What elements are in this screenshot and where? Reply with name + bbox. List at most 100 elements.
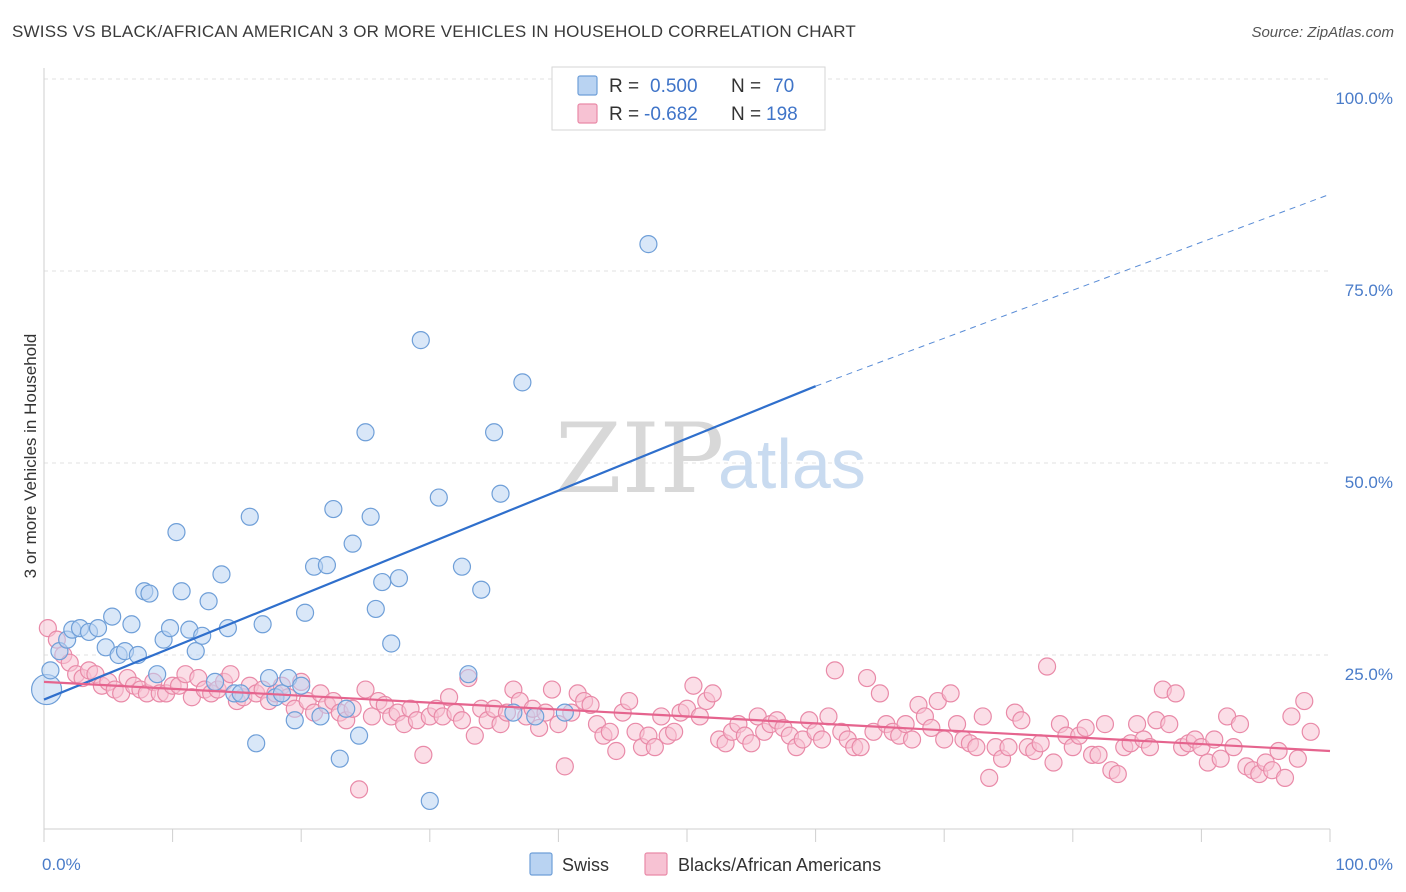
point-black bbox=[973, 707, 992, 726]
point-swiss bbox=[639, 235, 658, 254]
point-black bbox=[902, 730, 922, 749]
point-swiss bbox=[292, 676, 311, 695]
point-black bbox=[896, 715, 915, 734]
point-black bbox=[1031, 734, 1050, 753]
point-swiss bbox=[122, 615, 141, 634]
point-swiss bbox=[472, 580, 491, 599]
point-swiss bbox=[259, 668, 279, 688]
point-black bbox=[1295, 691, 1314, 711]
point-swiss bbox=[491, 484, 510, 503]
point-swiss bbox=[452, 557, 472, 576]
point-black bbox=[555, 757, 574, 776]
point-black bbox=[1095, 715, 1115, 734]
x-tick-label: 0.0% bbox=[42, 855, 81, 874]
legend-r-value-black: -0.682 bbox=[644, 104, 698, 125]
point-black bbox=[1108, 764, 1127, 784]
point-black bbox=[542, 680, 562, 699]
trend-line-swiss bbox=[43, 385, 817, 701]
point-swiss bbox=[295, 603, 315, 622]
bottom-legend-label-black: Blacks/African Americans bbox=[678, 855, 881, 875]
point-swiss bbox=[555, 703, 574, 722]
point-swiss bbox=[199, 592, 218, 611]
legend-n-value-black: 198 bbox=[766, 104, 798, 125]
legend-n-value-swiss: 70 bbox=[773, 76, 794, 97]
watermark-zip-text: ZIP bbox=[555, 403, 724, 515]
point-black bbox=[1044, 753, 1063, 772]
point-black bbox=[1160, 715, 1179, 734]
point-black bbox=[1269, 741, 1288, 761]
point-swiss bbox=[103, 607, 122, 626]
point-black bbox=[1037, 657, 1057, 676]
point-black bbox=[645, 738, 664, 757]
y-tick-labels: 25.0% 50.0% 75.0% 100.0% bbox=[1335, 89, 1393, 684]
y-tick-label: 50.0% bbox=[1345, 473, 1393, 492]
point-black bbox=[857, 668, 877, 688]
point-swiss bbox=[343, 534, 362, 553]
point-swiss bbox=[366, 599, 385, 619]
legend-n-label-swiss: N = bbox=[731, 76, 761, 97]
point-swiss bbox=[349, 726, 369, 745]
point-black bbox=[221, 665, 240, 684]
watermark: ZIP atlas bbox=[555, 403, 866, 515]
source-credit: Source: ZipAtlas.com bbox=[1251, 24, 1394, 41]
point-swiss bbox=[356, 423, 375, 442]
point-swiss bbox=[148, 665, 167, 684]
point-swiss bbox=[140, 584, 159, 603]
point-swiss bbox=[285, 711, 304, 730]
y-tick-label: 25.0% bbox=[1345, 665, 1393, 684]
point-black bbox=[851, 738, 870, 757]
point-swiss bbox=[382, 634, 401, 653]
point-swiss bbox=[324, 499, 343, 519]
point-black bbox=[1282, 707, 1301, 726]
point-swiss bbox=[459, 665, 478, 684]
x-tick-label: 100.0% bbox=[1335, 855, 1393, 874]
point-black bbox=[819, 707, 838, 726]
point-swiss bbox=[361, 507, 380, 526]
point-black bbox=[1288, 749, 1307, 768]
point-black bbox=[967, 738, 986, 757]
point-black bbox=[439, 688, 459, 707]
point-swiss bbox=[411, 331, 430, 350]
point-black bbox=[1127, 715, 1147, 734]
point-swiss bbox=[88, 619, 108, 638]
point-swiss bbox=[212, 565, 231, 584]
bottom-legend-label-swiss: Swiss bbox=[562, 855, 609, 875]
legend-r-label-black: R = bbox=[609, 104, 639, 125]
point-swiss bbox=[30, 673, 63, 706]
point-black bbox=[922, 718, 941, 738]
point-black bbox=[607, 741, 626, 761]
legend-swatch-swiss bbox=[577, 75, 598, 96]
trend-lines bbox=[43, 193, 1331, 753]
point-swiss bbox=[526, 707, 545, 726]
point-swiss bbox=[485, 423, 504, 442]
point-black bbox=[825, 661, 844, 680]
point-black bbox=[870, 684, 890, 703]
top-legend: R = 0.500 N = 70 R = -0.682 N = 198 bbox=[551, 66, 826, 131]
legend-n-label-black: N = bbox=[731, 104, 761, 125]
point-black bbox=[684, 676, 703, 695]
point-black bbox=[414, 745, 433, 764]
bottom-legend: Swiss Blacks/African Americans bbox=[529, 852, 881, 876]
grid-lines bbox=[44, 78, 1330, 656]
point-black bbox=[703, 684, 722, 703]
y-tick-label: 75.0% bbox=[1345, 281, 1393, 300]
point-swiss bbox=[240, 507, 259, 526]
point-black bbox=[812, 730, 832, 749]
point-black bbox=[600, 722, 619, 741]
point-swiss bbox=[513, 373, 532, 392]
point-swiss bbox=[41, 661, 60, 680]
point-black bbox=[362, 707, 382, 726]
point-black bbox=[935, 730, 954, 749]
legend-swatch-black bbox=[577, 103, 598, 124]
point-black bbox=[1230, 715, 1250, 734]
point-swiss bbox=[247, 734, 266, 753]
point-black bbox=[665, 722, 684, 741]
point-swiss bbox=[253, 615, 272, 634]
point-black bbox=[1140, 738, 1160, 757]
point-black bbox=[1166, 684, 1185, 703]
point-swiss bbox=[317, 556, 337, 575]
x-tick-labels: 0.0% 100.0% bbox=[42, 855, 1393, 874]
point-black bbox=[452, 711, 472, 730]
point-swiss bbox=[160, 619, 180, 638]
